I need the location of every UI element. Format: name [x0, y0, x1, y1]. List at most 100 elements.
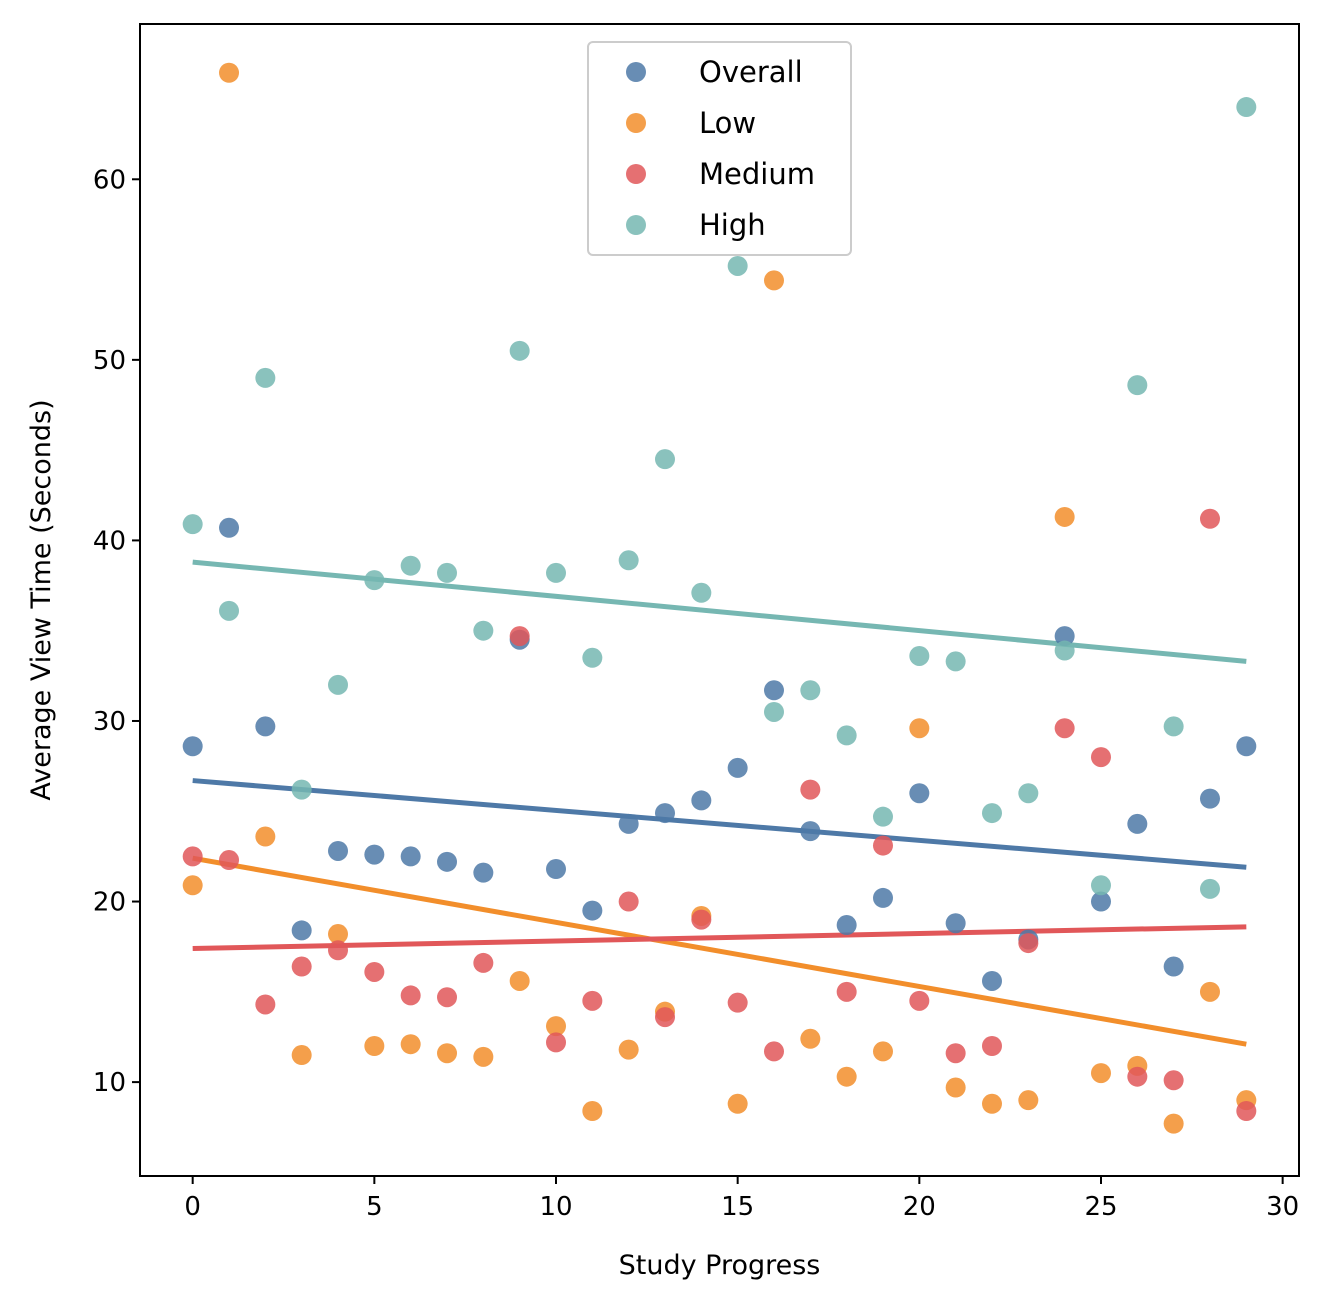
- legend-label-low: Low: [699, 106, 756, 140]
- low-point: [1090, 1063, 1111, 1084]
- medium-point: [763, 1041, 784, 1062]
- low-point: [800, 1028, 821, 1049]
- high-point: [291, 779, 312, 800]
- low-point: [1199, 981, 1220, 1002]
- high-point: [255, 367, 276, 388]
- low-point: [400, 1034, 421, 1055]
- medium-point: [800, 779, 821, 800]
- x-axis-label: Study Progress: [619, 1250, 821, 1281]
- medium-point: [1163, 1070, 1184, 1091]
- high-point: [1054, 640, 1075, 661]
- high-point: [437, 562, 458, 583]
- high-point: [872, 806, 893, 827]
- overall-point: [400, 846, 421, 867]
- overall-point: [1163, 956, 1184, 977]
- legend-box: [587, 41, 852, 256]
- x-tick-label: 10: [539, 1192, 572, 1222]
- overall-point: [473, 862, 494, 883]
- overall-point: [582, 900, 603, 921]
- high-point: [1127, 375, 1148, 396]
- medium-point: [945, 1043, 966, 1064]
- overall-point: [255, 716, 276, 737]
- high-point: [981, 803, 1002, 824]
- low-point: [546, 1016, 567, 1037]
- overall-point: [872, 887, 893, 908]
- legend-label-medium: Medium: [699, 157, 815, 191]
- high-point: [1090, 875, 1111, 896]
- overall-point: [219, 517, 240, 538]
- low-point: [763, 270, 784, 291]
- overall-point: [909, 783, 930, 804]
- overall-trend-line: [192, 778, 1247, 870]
- overall-point: [763, 680, 784, 701]
- overall-point: [437, 851, 458, 872]
- low-point: [1054, 506, 1075, 527]
- x-tick-label: 30: [1266, 1192, 1299, 1222]
- medium-point: [618, 891, 639, 912]
- x-tick-label: 20: [903, 1192, 936, 1222]
- low-point: [509, 970, 530, 991]
- high-point: [1163, 716, 1184, 737]
- medium-point: [836, 981, 857, 1002]
- medium-point: [328, 940, 349, 961]
- high-point: [618, 550, 639, 571]
- high-point: [473, 620, 494, 641]
- medium-point: [1054, 718, 1075, 739]
- legend-marker-overall: [626, 62, 646, 82]
- y-tick-label: 40: [93, 526, 126, 556]
- low-point: [1163, 1113, 1184, 1134]
- overall-point: [981, 970, 1002, 991]
- low-point: [945, 1077, 966, 1098]
- overall-point: [291, 920, 312, 941]
- high-point: [655, 449, 676, 470]
- high-point: [1236, 97, 1257, 118]
- x-tick-label: 5: [366, 1192, 383, 1222]
- data-points: [182, 62, 1257, 1134]
- high-point: [945, 651, 966, 672]
- low-point: [1018, 1090, 1039, 1111]
- low-point: [291, 1045, 312, 1066]
- high-point: [328, 674, 349, 695]
- medium-point: [400, 985, 421, 1006]
- overall-point: [691, 790, 712, 811]
- low-point: [909, 718, 930, 739]
- legend-label-overall: Overall: [699, 55, 803, 89]
- medium-point: [546, 1032, 567, 1053]
- overall-point: [945, 913, 966, 934]
- overall-point: [1090, 891, 1111, 912]
- overall-point: [655, 803, 676, 824]
- medium-point: [255, 994, 276, 1015]
- high-point: [364, 570, 385, 591]
- medium-point: [509, 626, 530, 647]
- high-point: [582, 647, 603, 668]
- medium-point: [364, 961, 385, 982]
- low-point: [981, 1093, 1002, 1114]
- low-point: [473, 1046, 494, 1067]
- high-point: [836, 725, 857, 746]
- x-axis: 0 5 10 15 20 25 30: [184, 1176, 1299, 1222]
- low-point: [219, 62, 240, 83]
- low-trend-line: [192, 855, 1247, 1047]
- low-point: [255, 826, 276, 847]
- legend-marker-low: [626, 113, 646, 133]
- y-tick-label: 50: [93, 346, 126, 376]
- y-tick-label: 30: [93, 707, 126, 737]
- low-point: [182, 875, 203, 896]
- low-point: [364, 1035, 385, 1056]
- overall-point: [727, 757, 748, 778]
- medium-trend-line: [192, 924, 1247, 951]
- medium-point: [219, 850, 240, 871]
- overall-point: [800, 821, 821, 842]
- high-point: [763, 701, 784, 722]
- low-point: [727, 1093, 748, 1114]
- high-point: [509, 340, 530, 361]
- low-point: [328, 924, 349, 945]
- y-axis: 10 20 30 40 50 60: [93, 165, 140, 1098]
- overall-point: [182, 736, 203, 757]
- medium-point: [655, 1007, 676, 1028]
- medium-point: [291, 956, 312, 977]
- legend-marker-high: [626, 215, 646, 235]
- overall-point: [546, 859, 567, 880]
- medium-point: [872, 835, 893, 856]
